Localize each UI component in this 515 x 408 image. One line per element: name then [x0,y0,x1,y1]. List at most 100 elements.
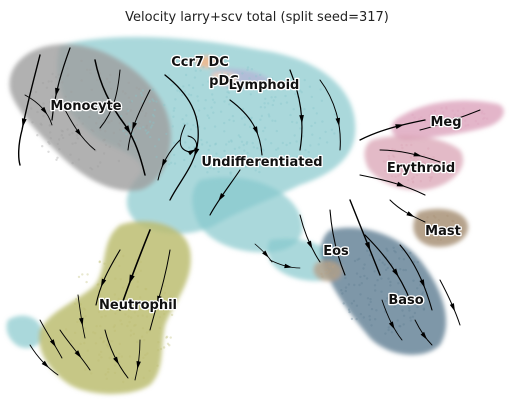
cell-point [85,280,88,284]
cell-point [162,346,166,349]
cell-point [432,214,436,218]
cell-point [399,325,402,328]
cell-point [148,329,151,333]
cell-point [129,128,132,131]
cell-point [118,144,122,147]
streamline-arrowhead [194,147,200,157]
cell-point [183,90,186,93]
cell-point [150,302,153,305]
cell-point [89,109,92,112]
cell-point [404,165,408,168]
cell-point [49,100,52,104]
cell-point [446,115,449,118]
cell-point [118,128,122,131]
cell-point [455,226,458,230]
cell-point [143,339,146,342]
cell-point [98,353,101,356]
cell-point [254,162,257,165]
streamline-arrowhead [449,303,455,312]
cell-point [285,101,289,104]
cell-point [184,73,188,77]
cell-point [144,287,147,291]
cluster-label-pdc: pDC [209,74,239,89]
cell-point [48,124,51,127]
cell-point [159,347,163,351]
cell-point [66,128,69,131]
cell-point [412,279,415,282]
cell-point [69,153,72,156]
cell-point [241,107,245,111]
cell-point [206,114,209,117]
streamline [389,199,426,223]
streamline [59,329,91,371]
cell-point [405,144,408,147]
cell-point [90,168,94,171]
cell-point [191,86,195,90]
cell-point [139,269,142,272]
cluster-label-lymphoid: Lymphoid [229,78,300,93]
streamline-arrowhead [100,278,107,288]
cell-point [245,141,249,144]
cell-point [108,300,111,303]
streamline [29,344,59,376]
cell-point [367,303,371,306]
cell-point [369,298,372,301]
streamline-arrowhead [335,117,340,127]
cell-point [223,130,226,133]
cell-point [274,119,277,123]
cell-point [211,98,215,101]
cell-point [239,135,242,139]
cell-point [99,350,103,354]
streamline [119,229,151,311]
cell-point [254,75,258,78]
cell-point [392,246,395,249]
cell-point [410,156,413,160]
cell-point [207,80,210,83]
cell-point [126,108,129,111]
cell-point [91,108,94,112]
cell-point [86,273,89,276]
cell-point [299,89,302,92]
cell-point [353,283,356,287]
cell-point [411,113,414,117]
cell-point [90,128,94,132]
cell-point [431,228,434,231]
cell-point [39,122,42,125]
cell-point [146,352,149,355]
cell-point [104,130,107,133]
cell-point [79,303,83,306]
cell-point [136,314,140,318]
cell-point [432,236,435,240]
cell-point [165,132,168,136]
cell-point [214,143,217,146]
cell-point [432,223,435,226]
cell-point [407,178,410,182]
cell-point [384,169,387,172]
cell-point [98,293,102,297]
cell-point [57,73,60,77]
cell-point [299,160,302,164]
cell-point [398,257,401,260]
cell-point [99,324,102,328]
cell-point [187,84,191,87]
cell-point [366,297,370,300]
cell-point [227,91,231,95]
cell-point [149,126,153,129]
cell-point [109,87,113,91]
cell-point [263,126,267,129]
cell-point [128,122,131,125]
cell-point [100,315,103,319]
streamline-arrowhead [333,246,339,256]
cell-point [326,268,329,272]
cell-point [453,113,456,117]
cell-point [384,332,387,335]
cell-point [112,325,116,329]
cell-point [292,108,295,111]
cell-point [445,123,448,126]
cluster-label-neutrophil: Neutrophil [99,298,177,313]
cell-point [208,166,212,170]
cell-point [144,129,147,132]
cell-point [402,164,405,168]
cell-point [425,219,429,223]
cell-point [409,316,412,319]
